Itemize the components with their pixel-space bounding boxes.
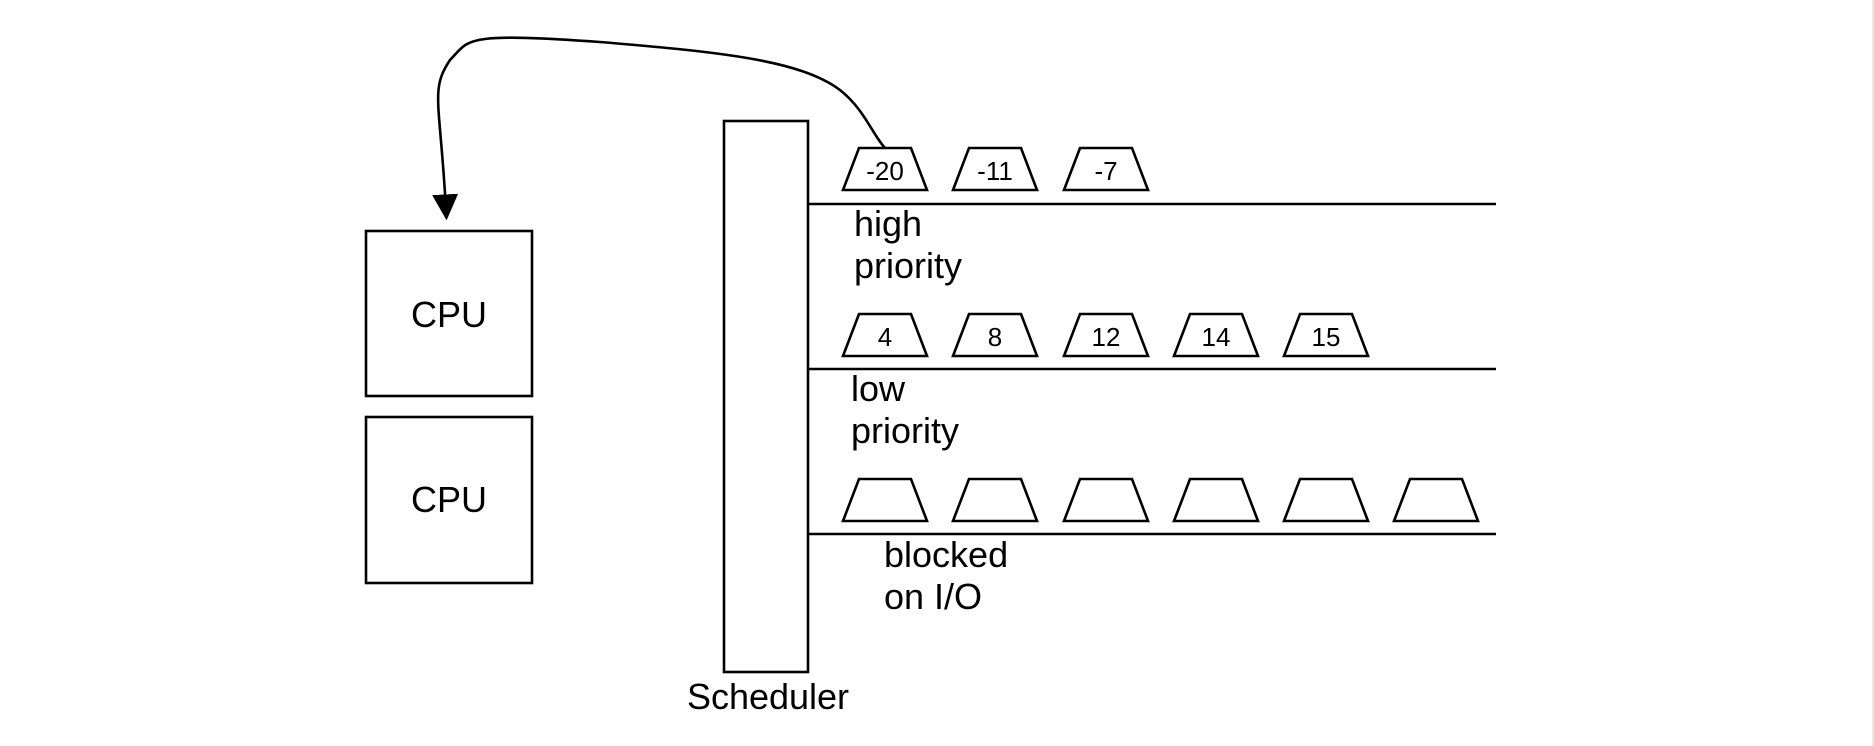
queue-label-blocked-line1: blocked — [884, 534, 1008, 575]
task-token-label: 4 — [878, 322, 892, 352]
scheduler-label: Scheduler — [687, 676, 849, 717]
task-token-low-3: 12 — [1062, 312, 1150, 358]
task-token-blocked-3 — [1062, 477, 1150, 523]
task-token-high-3: -7 — [1062, 146, 1150, 192]
queue-label-blocked-line2: on I/O — [884, 576, 982, 617]
task-token-blocked-2 — [951, 477, 1039, 523]
cpu-box-1: CPU — [364, 229, 534, 398]
task-token-label: 14 — [1202, 322, 1231, 352]
task-token-low-1: 4 — [841, 312, 929, 358]
task-token-label: -7 — [1094, 156, 1117, 186]
queue-label-low-line2: priority — [851, 410, 959, 451]
queue-label-high-line2: priority — [854, 245, 962, 286]
task-token-high-1: -20 — [841, 146, 929, 192]
task-token-label: 12 — [1092, 322, 1121, 352]
task-token-label: -11 — [977, 156, 1013, 186]
cpu-label-1: CPU — [411, 294, 487, 335]
task-token-label: 8 — [988, 322, 1002, 352]
task-token-label: -20 — [866, 156, 904, 186]
task-token-blocked-1 — [841, 477, 929, 523]
task-token-blocked-6 — [1392, 477, 1480, 523]
task-token-low-2: 8 — [951, 312, 1039, 358]
scheduler-box — [722, 119, 810, 674]
page-edge-divider — [1872, 0, 1874, 746]
queue-label-low-line1: low — [851, 368, 906, 409]
queue-label-high-line1: high — [854, 203, 922, 244]
task-token-blocked-5 — [1282, 477, 1370, 523]
task-token-low-4: 14 — [1172, 312, 1260, 358]
task-token-blocked-4 — [1172, 477, 1260, 523]
task-token-high-2: -11 — [951, 146, 1039, 192]
cpu-box-2: CPU — [364, 415, 534, 585]
cpu-label-2: CPU — [411, 479, 487, 520]
task-token-label: 15 — [1312, 322, 1341, 352]
dispatch-arrow — [432, 36, 886, 221]
task-token-low-5: 15 — [1282, 312, 1370, 358]
